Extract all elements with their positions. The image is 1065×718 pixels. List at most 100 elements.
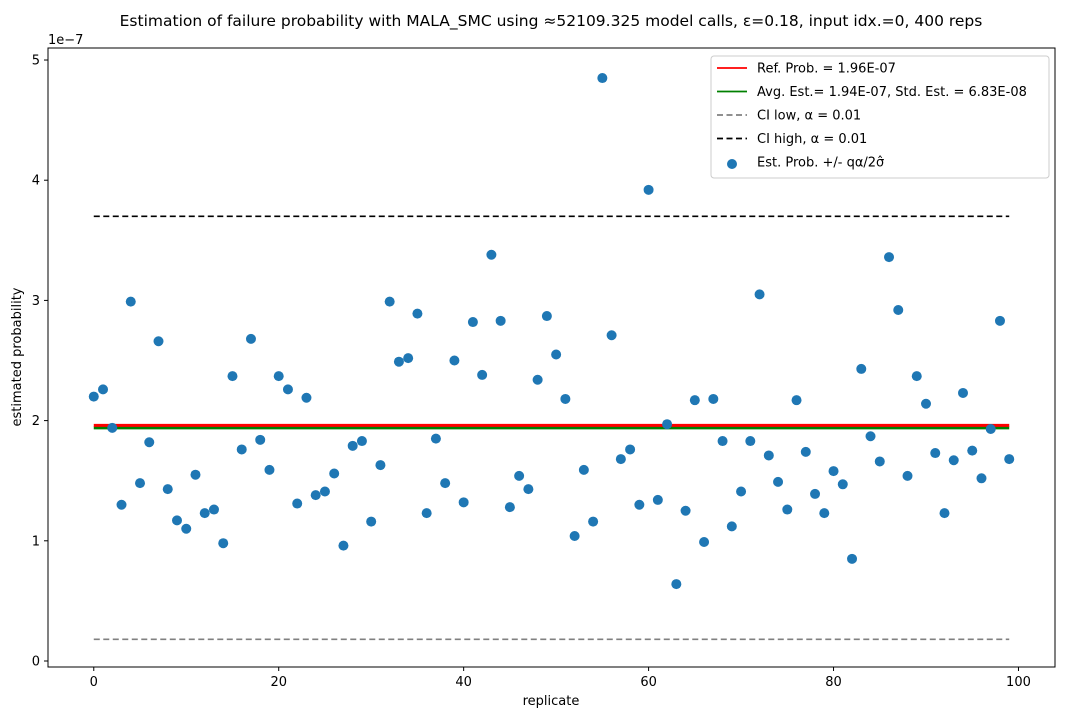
data-point [948, 455, 959, 466]
data-point [578, 464, 589, 475]
data-point [819, 508, 830, 519]
legend-label: CI low, α = 0.01 [757, 109, 861, 124]
data-point [218, 538, 229, 549]
data-point [884, 252, 895, 263]
data-point [98, 384, 109, 395]
data-point [689, 395, 700, 406]
data-point [800, 446, 811, 457]
data-point [292, 498, 303, 509]
data-point [356, 436, 367, 447]
data-point [782, 504, 793, 515]
data-point [440, 478, 451, 489]
data-point [458, 497, 469, 508]
y-tick-label: 5 [32, 54, 40, 69]
data-point [319, 486, 330, 497]
data-point [560, 393, 571, 404]
data-point [153, 336, 164, 347]
data-point [116, 499, 127, 510]
x-tick-label: 0 [90, 675, 98, 690]
data-point [930, 448, 941, 459]
data-point [754, 289, 765, 300]
x-axis-label: replicate [523, 694, 580, 709]
data-point [329, 468, 340, 479]
data-point [412, 308, 423, 319]
data-point [514, 470, 525, 481]
data-point [384, 296, 395, 307]
data-point [495, 315, 506, 326]
data-point [643, 184, 654, 195]
data-point [88, 391, 99, 402]
data-point [976, 473, 987, 484]
data-point [486, 249, 497, 260]
data-point [717, 436, 728, 447]
data-point [634, 499, 645, 510]
data-point [366, 516, 377, 527]
data-point [893, 305, 904, 316]
y-tick-label: 1 [32, 534, 40, 549]
data-point [902, 470, 913, 481]
x-axis: 0 20 40 60 80 100 [90, 667, 1031, 690]
data-point [1004, 454, 1015, 465]
data-point [477, 369, 488, 380]
plot-frame [47, 47, 1056, 668]
data-point [255, 434, 266, 445]
data-point [532, 374, 543, 385]
data-point [301, 392, 312, 403]
data-point [726, 521, 737, 532]
data-point [810, 488, 821, 499]
y-tick-label: 3 [32, 294, 40, 309]
legend-label: Avg. Est.= 1.94E-07, Std. Est. = 6.83E-0… [757, 85, 1027, 100]
data-point [967, 445, 978, 456]
data-point [680, 505, 691, 516]
data-point [310, 490, 321, 501]
data-point [375, 460, 386, 471]
data-point [107, 422, 118, 433]
data-point [671, 579, 682, 590]
x-tick-label: 20 [270, 675, 287, 690]
data-point [393, 356, 404, 367]
legend-label: Est. Prob. +/- qα/2σ̂ [757, 156, 884, 171]
y-axis-label: estimated probability [10, 287, 25, 426]
data-point [467, 317, 478, 328]
data-point [865, 431, 876, 442]
data-point [208, 504, 219, 515]
y-tick-label: 0 [32, 654, 40, 669]
data-point [430, 433, 441, 444]
x-tick-label: 60 [640, 675, 657, 690]
data-point [273, 371, 284, 382]
data-point [763, 450, 774, 461]
y-tick-label: 4 [32, 174, 40, 189]
data-point [615, 454, 626, 465]
data-point [523, 484, 534, 495]
data-point [939, 508, 950, 519]
data-point [551, 349, 562, 360]
data-point [171, 515, 182, 526]
data-point [791, 395, 802, 406]
data-point [652, 494, 663, 505]
data-point [227, 371, 238, 382]
data-point [921, 398, 932, 409]
data-point [347, 440, 358, 451]
data-point [264, 464, 275, 475]
chart-title: Estimation of failure probability with M… [120, 12, 983, 31]
data-point [597, 73, 608, 84]
data-point [282, 384, 293, 395]
legend-marker-icon [727, 159, 737, 169]
data-point [541, 311, 552, 322]
data-point [504, 502, 515, 513]
y-tick-label: 2 [32, 414, 40, 429]
data-point [837, 479, 848, 490]
data-point [449, 355, 460, 366]
data-point [421, 508, 432, 519]
data-point [625, 444, 636, 455]
legend: Ref. Prob. = 1.96E-07 Avg. Est.= 1.94E-07… [710, 55, 1050, 179]
data-point [190, 469, 201, 480]
data-point [911, 371, 922, 382]
plot-area [88, 73, 1015, 641]
data-point [236, 444, 247, 455]
data-point [606, 330, 617, 341]
data-point [569, 530, 580, 541]
data-point [588, 516, 599, 527]
data-point [662, 419, 673, 430]
